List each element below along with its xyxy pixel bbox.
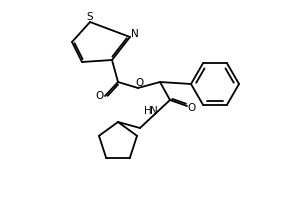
Text: O: O bbox=[188, 103, 196, 113]
Text: H: H bbox=[144, 106, 152, 116]
Text: N: N bbox=[150, 106, 158, 116]
Text: O: O bbox=[95, 91, 103, 101]
Text: O: O bbox=[135, 78, 143, 88]
Text: S: S bbox=[87, 12, 93, 22]
Text: N: N bbox=[131, 29, 139, 39]
